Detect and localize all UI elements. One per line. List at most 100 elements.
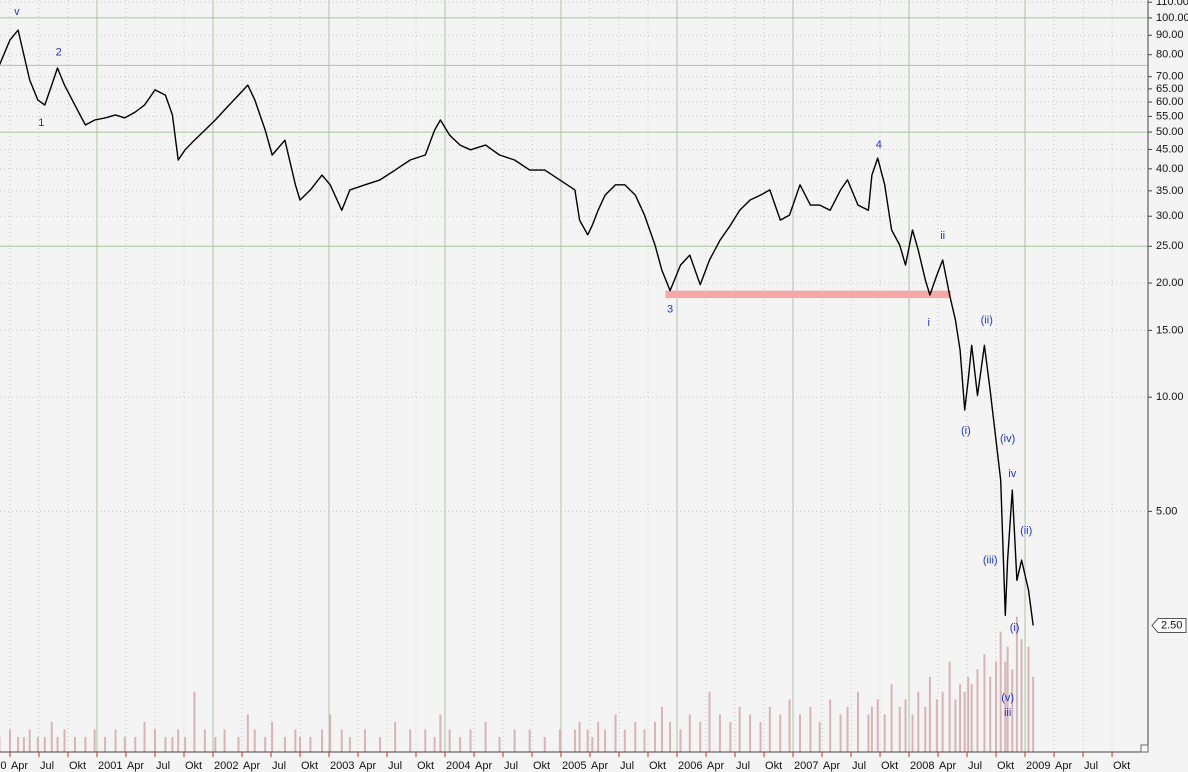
volume-bar xyxy=(237,736,240,752)
x-tick-label: Jul xyxy=(40,760,54,772)
volume-bar xyxy=(528,729,531,752)
volume-bar xyxy=(1004,661,1007,752)
x-tick-label: Apr xyxy=(707,760,724,772)
volume-bar xyxy=(749,714,752,752)
volume-bar xyxy=(8,729,11,752)
volume-bar xyxy=(513,729,516,752)
y-tick-label: 90.00 xyxy=(1156,29,1184,41)
y-tick-label: 55.00 xyxy=(1156,110,1184,122)
volume-bar xyxy=(883,714,886,752)
volume-bar xyxy=(959,684,962,752)
volume-bar xyxy=(924,706,927,752)
volume-bar xyxy=(363,729,366,752)
volume-bar xyxy=(253,729,256,752)
volume-bar xyxy=(329,714,332,752)
wave-label: (iv) xyxy=(1000,433,1015,445)
volume-bar xyxy=(890,684,893,752)
x-tick-label: Okt xyxy=(69,760,86,772)
volume-bar xyxy=(983,654,986,752)
volume-bar xyxy=(17,736,20,752)
volume-bar xyxy=(669,721,672,752)
volume-bar xyxy=(1027,646,1030,752)
x-tick-label: Jul xyxy=(504,760,518,772)
x-tick-label: Okt xyxy=(301,760,318,772)
wave-label: ii xyxy=(940,230,945,242)
volume-bar xyxy=(22,736,25,752)
volume-bar xyxy=(809,706,812,752)
volume-bar xyxy=(1006,646,1009,752)
x-tick-label: 2003 xyxy=(330,760,354,772)
volume-bar xyxy=(699,721,702,752)
volume-bar xyxy=(264,736,267,752)
volume-bar xyxy=(298,736,301,752)
volume-bar xyxy=(433,736,436,752)
volume-bar xyxy=(543,736,546,752)
volume-bar xyxy=(56,736,59,752)
volume-bar xyxy=(643,729,646,752)
x-tick-label: Jul xyxy=(852,760,866,772)
volume-bar xyxy=(729,721,732,752)
volume-bar xyxy=(967,676,970,752)
x-tick-label: Apr xyxy=(11,760,28,772)
volume-bar xyxy=(989,676,992,752)
x-tick-label: 2007 xyxy=(794,760,818,772)
volume-bar xyxy=(970,684,973,752)
volume-bar xyxy=(0,736,1,752)
volume-bar xyxy=(424,729,427,752)
x-tick-label: 2009 xyxy=(1026,760,1050,772)
x-tick-label: Apr xyxy=(939,760,956,772)
x-tick-label: Okt xyxy=(881,760,898,772)
y-tick-label: 65.00 xyxy=(1156,83,1184,95)
x-tick-label: 2005 xyxy=(562,760,586,772)
volume-bar xyxy=(309,736,312,752)
support-band xyxy=(665,290,951,299)
volume-bar xyxy=(948,661,951,752)
volume-bar xyxy=(911,714,914,752)
volume-bar xyxy=(93,729,96,752)
x-tick-label: Apr xyxy=(1055,760,1072,772)
y-tick-label: 100.00 xyxy=(1156,12,1188,24)
volume-bar xyxy=(1032,676,1035,752)
volume-bar xyxy=(43,736,46,752)
x-tick-label: 2001 xyxy=(98,760,122,772)
y-tick-label: 80.00 xyxy=(1156,49,1184,61)
wave-label: (iii) xyxy=(983,554,998,566)
volume-bar xyxy=(214,736,217,752)
volume-bar xyxy=(941,691,944,752)
y-tick-label: 10.00 xyxy=(1156,391,1184,403)
volume-bar xyxy=(271,721,274,752)
volume-bar xyxy=(379,736,382,752)
volume-bar xyxy=(63,729,66,752)
x-tick-label: Jul xyxy=(968,760,982,772)
y-tick-label: 70.00 xyxy=(1156,71,1184,83)
volume-bar xyxy=(459,736,462,752)
volume-bar xyxy=(223,729,226,752)
price-line xyxy=(0,29,1034,626)
volume-bar xyxy=(999,631,1002,752)
last-price-marker xyxy=(1151,618,1187,634)
wave-label: 3 xyxy=(667,304,673,316)
wave-label: 4 xyxy=(876,139,882,151)
volume-bar xyxy=(394,721,397,752)
volume-bar xyxy=(935,699,938,752)
x-tick-label: Apr xyxy=(127,760,144,772)
volume-bar xyxy=(469,729,472,752)
volume-bar xyxy=(846,706,849,752)
volume-bar xyxy=(738,706,741,752)
volume-bar xyxy=(114,729,117,752)
volume-bar xyxy=(597,721,600,752)
volume-bar xyxy=(839,714,842,752)
x-tick-label: Okt xyxy=(417,760,434,772)
y-tick-label: 40.00 xyxy=(1156,163,1184,175)
wave-label: 2 xyxy=(56,47,62,59)
wave-label: 1 xyxy=(38,117,44,129)
volume-bar xyxy=(788,699,791,752)
volume-bar xyxy=(84,736,87,752)
volume-bar xyxy=(759,721,762,752)
volume-bar xyxy=(283,736,286,752)
wave-label: (i) xyxy=(1010,622,1020,634)
volume-bar xyxy=(995,661,998,752)
volume-bar xyxy=(963,691,966,752)
